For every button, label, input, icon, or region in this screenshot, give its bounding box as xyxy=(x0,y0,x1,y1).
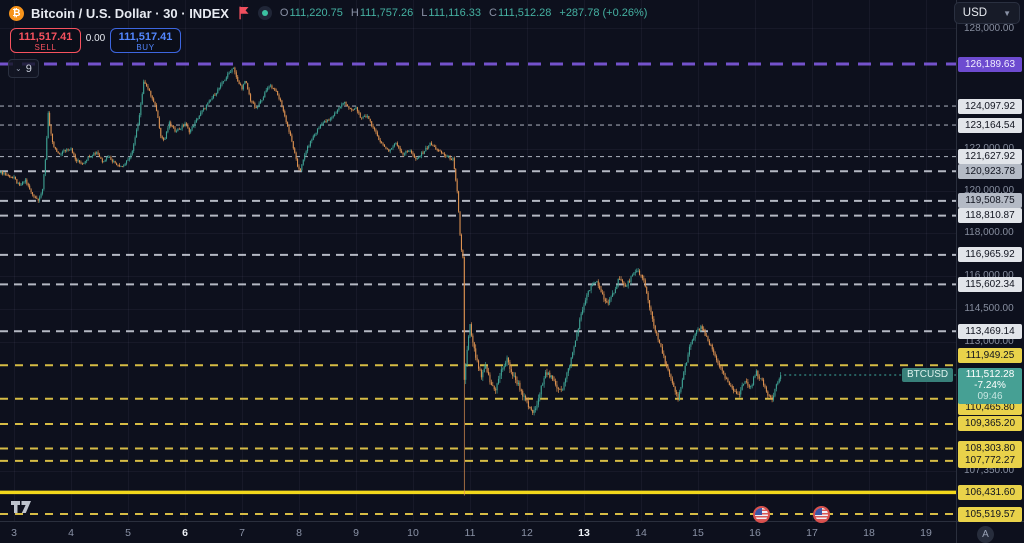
chevron-down-icon: ▼ xyxy=(1003,8,1011,18)
current-price-change: -7.24% xyxy=(974,380,1006,392)
time-axis-label: 13 xyxy=(578,527,590,539)
buy-label: BUY xyxy=(136,43,155,52)
price-level-badge: 109,365.20 xyxy=(958,416,1022,432)
time-axis-label: 5 xyxy=(125,527,131,539)
time-axis-label: 3 xyxy=(11,527,17,539)
price-level-badge: 115,602.34 xyxy=(958,276,1022,292)
time-axis-label: 17 xyxy=(806,527,818,539)
time-axis-label: 18 xyxy=(863,527,875,539)
time-axis-label: 4 xyxy=(68,527,74,539)
price-level-badge: 106,431.60 xyxy=(958,484,1022,500)
price-axis-tick: 113,000.00 xyxy=(964,336,1014,348)
price-axis-tick: 118,000.00 xyxy=(964,227,1014,239)
price-level-badge: 120,923.78 xyxy=(958,163,1022,179)
time-axis-label: 10 xyxy=(407,527,419,539)
low-value: L111,116.33 xyxy=(421,7,482,19)
close-value: C111,512.28 xyxy=(489,7,552,19)
time-axis-label: 16 xyxy=(749,527,761,539)
us-flag-event-icon[interactable] xyxy=(812,506,830,523)
time-axis-label: 11 xyxy=(464,527,476,539)
market-status-icon xyxy=(257,6,272,20)
high-value: H111,757.26 xyxy=(350,7,414,19)
price-axis-tick: 114,500.00 xyxy=(964,303,1014,315)
us-flag-event-icon[interactable] xyxy=(752,506,770,523)
chevron-down-icon: ⌄ xyxy=(15,64,22,73)
buy-price: 111,517.41 xyxy=(118,31,173,43)
sell-button[interactable]: 111,517.41 SELL xyxy=(10,28,81,53)
price-axis-tick: 116,000.00 xyxy=(964,270,1014,282)
symbol-price-label: BTCUSD xyxy=(902,368,954,383)
time-axis-label: 12 xyxy=(521,527,533,539)
sell-price: 111,517.41 xyxy=(18,31,73,43)
flag-icon[interactable] xyxy=(238,6,250,20)
indicators-collapse-chip[interactable]: ⌄ 9 xyxy=(8,59,39,78)
symbol-header: ₿ Bitcoin / U.S. Dollar · 30 · INDEX O11… xyxy=(0,0,1024,26)
time-axis-label: 7 xyxy=(239,527,245,539)
time-axis-label: 8 xyxy=(296,527,302,539)
tradingview-logo-icon xyxy=(11,501,31,513)
ohlc-readout: O111,220.75 H111,757.26 L111,116.33 C111… xyxy=(280,7,648,19)
price-level-badge: 126,189.63 xyxy=(958,56,1022,72)
bitcoin-logo-icon: ₿ xyxy=(9,5,24,21)
indicator-count: 9 xyxy=(25,62,32,75)
price-axis-tick: 122,000.00 xyxy=(957,143,1021,154)
spread-value: 0.00 xyxy=(85,33,106,44)
price-level-badge: 116,965.92 xyxy=(958,247,1022,263)
buy-button[interactable]: 111,517.41 BUY xyxy=(110,28,181,53)
current-price-badge: 111,512.28 -7.24% 09:46 xyxy=(958,368,1022,405)
auto-scale-button[interactable]: A xyxy=(977,526,994,543)
symbol-title[interactable]: Bitcoin / U.S. Dollar · 30 · INDEX xyxy=(31,5,229,21)
time-axis-label: 9 xyxy=(353,527,359,539)
price-level-badge: 113,469.14 xyxy=(958,323,1022,339)
price-level-badge: 111,949.25 xyxy=(958,347,1022,363)
price-level-badge: 118,810.87 xyxy=(958,208,1022,224)
sell-label: SELL xyxy=(34,43,57,52)
time-axis-label: 19 xyxy=(920,527,932,539)
price-level-badge: 119,508.75 xyxy=(958,193,1022,209)
price-level-badge: 107,772.27 xyxy=(958,453,1022,469)
price-level-badge: 123,164.54 xyxy=(958,117,1022,133)
price-axis-tick: 128,000.00 xyxy=(963,22,1015,34)
price-axis-tick: 107,350.00 xyxy=(963,465,1015,477)
price-axis-tick: 120,000.00 xyxy=(963,185,1015,197)
currency-selector[interactable]: USD ▼ xyxy=(953,2,1020,24)
open-value: O111,220.75 xyxy=(279,7,343,19)
time-axis-label: 14 xyxy=(635,527,647,539)
price-level-badge: 105,519.57 xyxy=(958,506,1022,522)
change-value: +287.78 (+0.26%) xyxy=(559,7,648,19)
time-axis-label: 15 xyxy=(692,527,704,539)
current-price-value: 111,512.28 xyxy=(965,369,1015,381)
time-axis-label: 6 xyxy=(182,527,188,539)
currency-label: USD xyxy=(962,7,988,19)
price-level-badge: 124,097.92 xyxy=(958,98,1022,114)
bar-countdown: 09:46 xyxy=(977,391,1003,403)
price-level-badge: 108,303.80 xyxy=(958,440,1022,456)
price-level-badge: 121,627.92 xyxy=(958,149,1022,165)
